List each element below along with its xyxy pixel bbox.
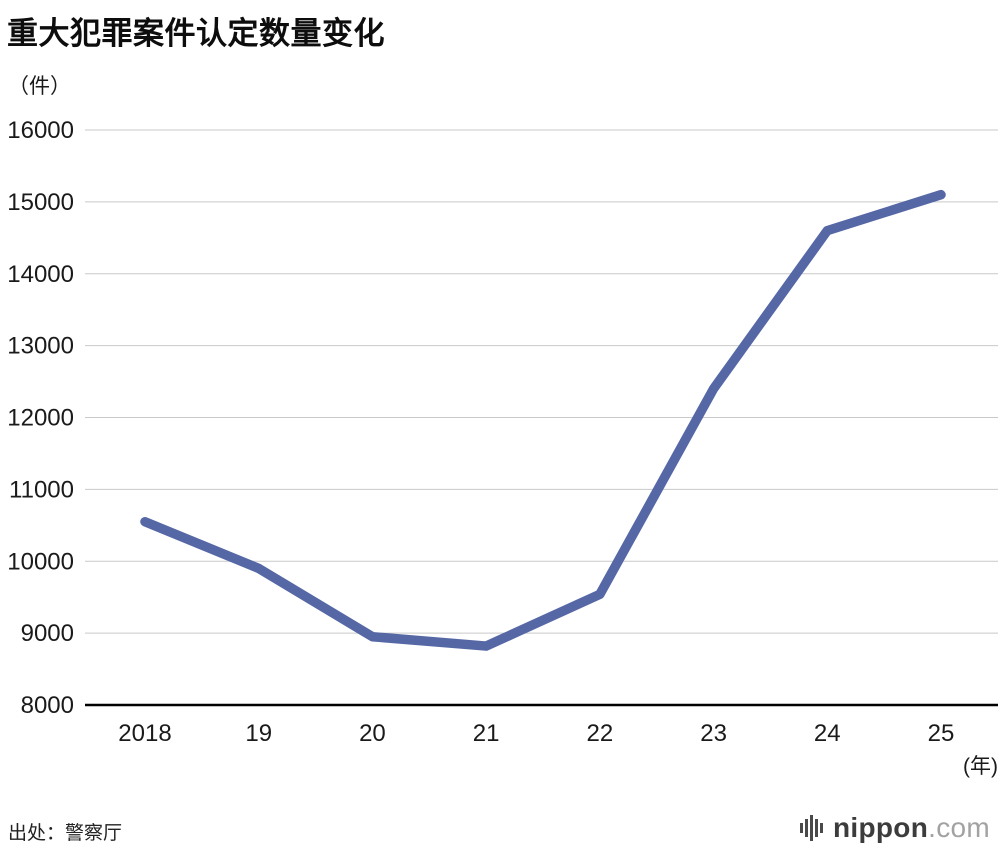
source-label: 出处：警察厅 <box>8 823 123 844</box>
y-tick-label: 16000 <box>7 117 74 144</box>
logo-text-nippon: nippon <box>833 812 929 843</box>
x-axis-unit-label: (年) <box>963 755 998 778</box>
y-tick-label: 10000 <box>7 548 74 575</box>
chart-svg: 8000 9000 10000 11000 12000 13000 14000 15000 16… <box>7 117 998 778</box>
logo-wordmark: nippon.com <box>833 814 990 842</box>
y-tick-label: 8000 <box>21 692 74 719</box>
y-axis-unit-label: （件） <box>8 75 71 98</box>
nippon-logo: nippon.com <box>800 813 990 843</box>
y-tick-label: 15000 <box>7 189 74 216</box>
x-tick-label: 24 <box>814 720 841 747</box>
y-tick-label: 9000 <box>21 620 74 647</box>
x-tick-label: 21 <box>473 720 500 747</box>
chart-title: 重大犯罪案件认定数量变化 <box>7 16 385 51</box>
x-tick-label: 20 <box>359 720 386 747</box>
x-tick-label: 23 <box>700 720 727 747</box>
x-tick-label: 2018 <box>118 720 171 747</box>
x-tick-label: 25 <box>928 720 955 747</box>
y-tick-label: 11000 <box>9 476 74 503</box>
data-line <box>140 189 946 651</box>
logo-bars-icon <box>800 815 823 841</box>
y-tick-label: 13000 <box>7 333 74 360</box>
logo-text-com: .com <box>928 812 990 843</box>
x-tick-label: 22 <box>587 720 614 747</box>
y-tick-label: 12000 <box>7 405 74 432</box>
x-tick-label: 19 <box>245 720 272 747</box>
y-tick-label: 14000 <box>7 261 74 288</box>
